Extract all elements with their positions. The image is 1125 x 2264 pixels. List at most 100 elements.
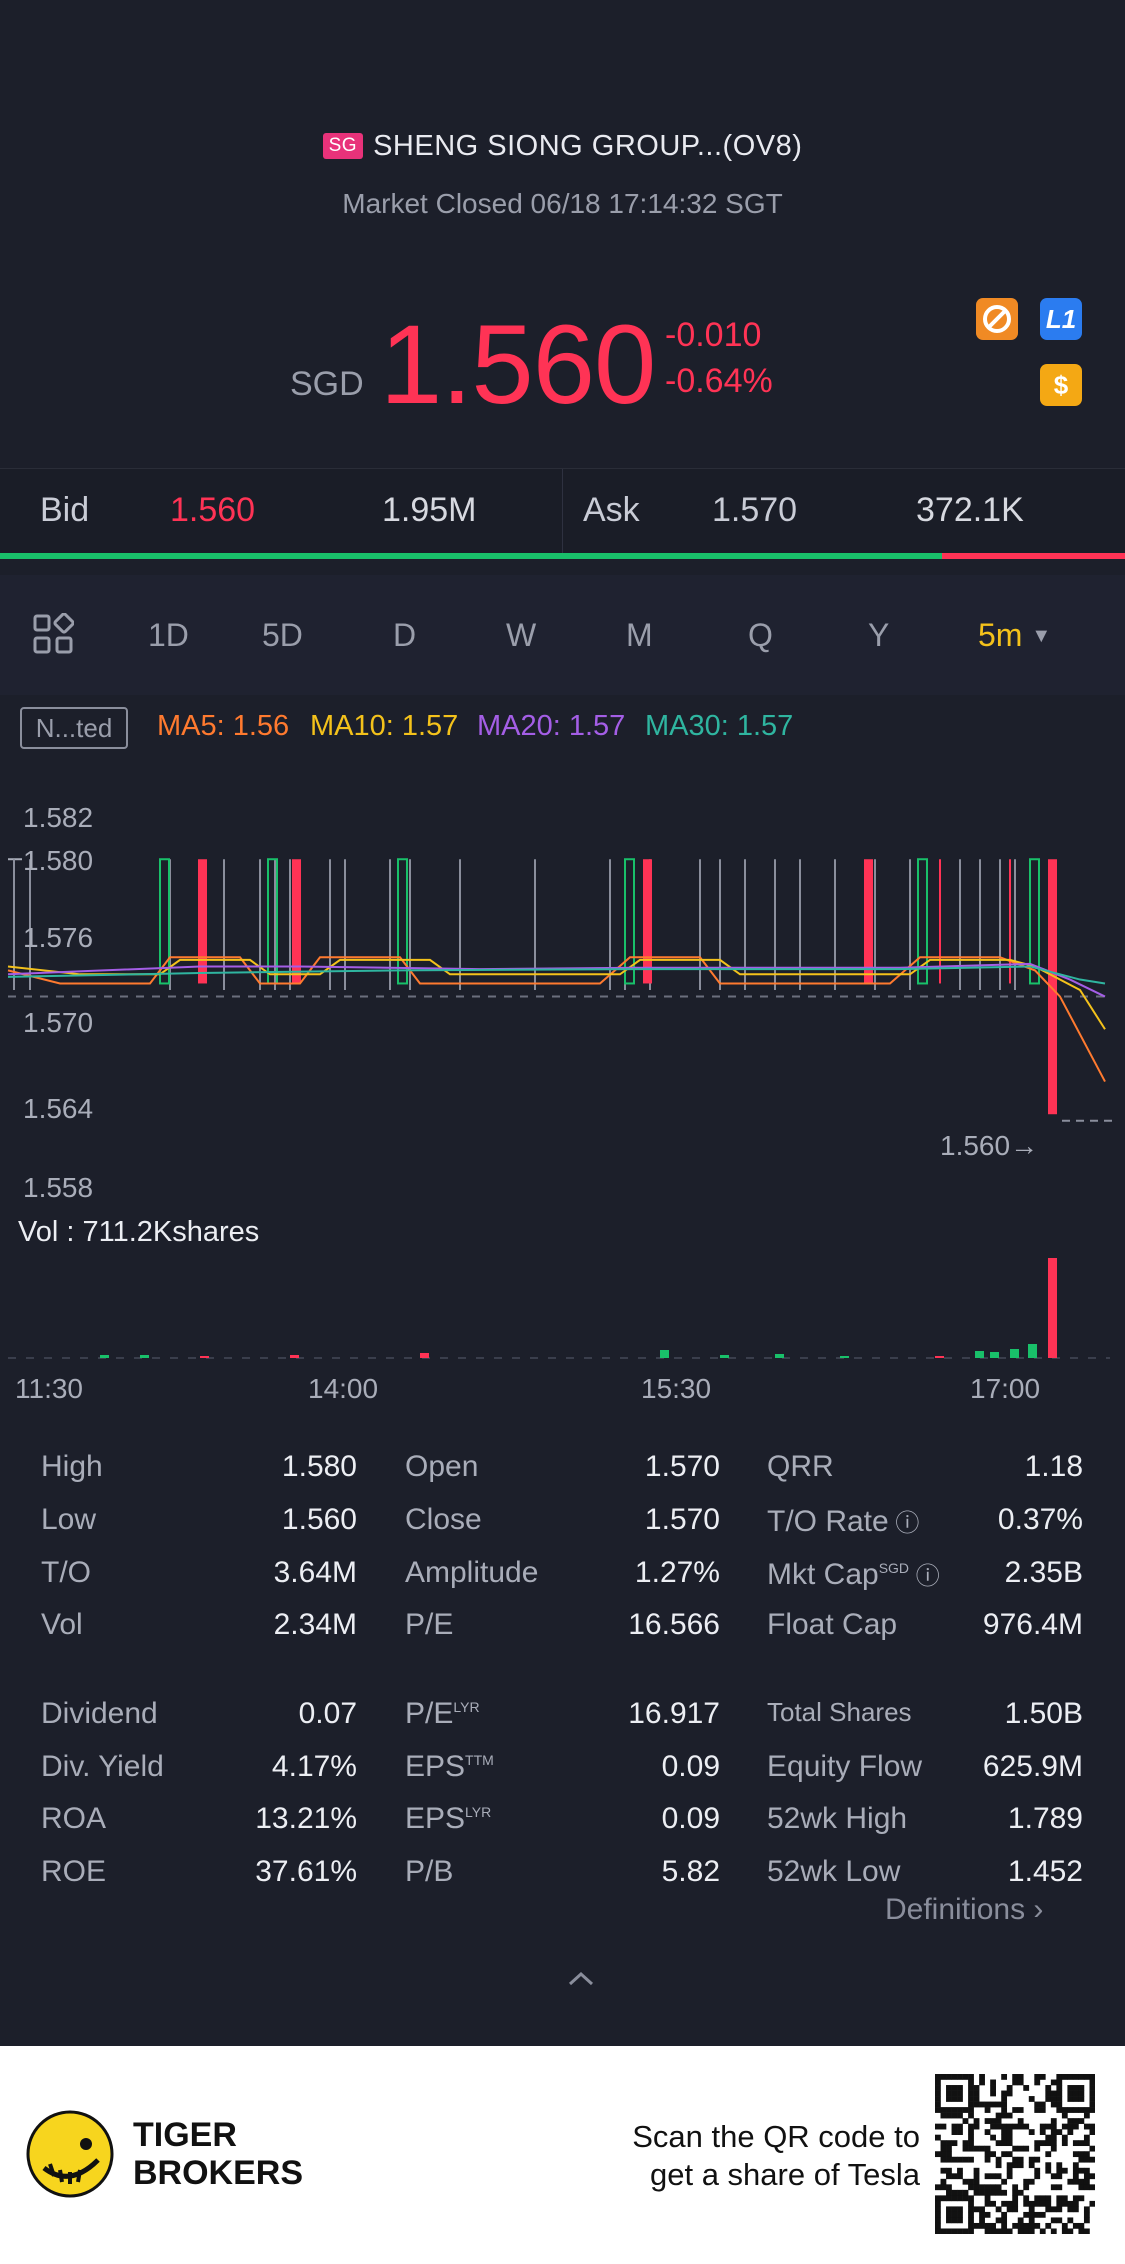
info-icon[interactable]: ⓘ	[909, 1563, 940, 1590]
qr-module	[1061, 2222, 1068, 2229]
qr-module	[1017, 2123, 1024, 2130]
qr-module	[940, 2167, 947, 2174]
stat-label: Float Cap	[767, 1608, 898, 1641]
qr-module	[962, 2118, 969, 2124]
no-short-icon[interactable]	[976, 298, 1018, 340]
qr-module	[1050, 2123, 1057, 2130]
qr-module	[973, 2123, 980, 2130]
qr-module	[1050, 2134, 1057, 2141]
candle-up	[1029, 858, 1040, 985]
qr-module	[1045, 2096, 1052, 2102]
qr-module	[973, 2145, 980, 2152]
qr-module	[1006, 2162, 1013, 2169]
qr-module	[935, 2107, 941, 2113]
qr-module	[946, 2195, 952, 2202]
qr-module	[984, 2101, 991, 2108]
qr-module	[1001, 2090, 1008, 2097]
qr-module	[1001, 2129, 1008, 2135]
qr-module	[1061, 2140, 1068, 2147]
dollar-icon[interactable]: $	[1040, 364, 1082, 406]
qr-module	[1023, 2145, 1030, 2152]
stat-value: 0.09	[661, 1750, 720, 1783]
qr-module	[1089, 2079, 1095, 2086]
chevron-up-icon[interactable]	[566, 1968, 596, 1993]
qr-module	[1056, 2173, 1063, 2180]
tab-5m[interactable]: 5m ▼	[978, 617, 1051, 654]
qr-module	[995, 2162, 1002, 2169]
tab-week[interactable]: W	[506, 617, 537, 653]
qr-module	[946, 2211, 952, 2218]
qr-module	[940, 2140, 947, 2147]
qr-module	[1083, 2140, 1090, 2147]
indicator-button[interactable]: N...ted	[20, 707, 128, 749]
qr-module	[1001, 2211, 1008, 2218]
qr-module	[951, 2112, 958, 2119]
qr-module	[1050, 2096, 1057, 2102]
qr-module	[973, 2118, 980, 2124]
qr-module	[1089, 2184, 1095, 2191]
qr-module	[935, 2074, 941, 2080]
qr-module	[1039, 2140, 1046, 2147]
qr-module	[968, 2211, 974, 2218]
qr-module	[957, 2173, 963, 2180]
qr-module	[1045, 2222, 1052, 2229]
qr-module	[957, 2096, 963, 2102]
qr-module	[1001, 2140, 1008, 2147]
tab-5d[interactable]: 5D	[262, 617, 303, 653]
qr-module	[1067, 2228, 1074, 2234]
qr-module	[1034, 2156, 1041, 2163]
qr-module	[1072, 2206, 1079, 2213]
qr-module	[1050, 2173, 1057, 2180]
volume-bar-up	[100, 1355, 109, 1358]
y-tick: 1.580	[23, 845, 94, 876]
qr-code[interactable]	[935, 2074, 1095, 2234]
price-chart[interactable]	[0, 780, 1125, 1380]
stat-label: ROA	[41, 1802, 107, 1835]
orderbook-bar[interactable]: Bid 1.560 1.95M Ask 1.570 372.1K	[0, 468, 1125, 559]
qr-module	[1012, 2162, 1019, 2169]
qr-module	[1034, 2079, 1041, 2086]
qr-module	[1001, 2200, 1008, 2207]
x-tick: 14:00	[308, 1373, 379, 1404]
qr-module	[1089, 2096, 1095, 2102]
qr-module	[995, 2101, 1002, 2108]
qr-module	[935, 2079, 941, 2086]
qr-module	[990, 2134, 996, 2141]
qr-module	[1050, 2228, 1057, 2234]
info-icon[interactable]: ⓘ	[888, 1510, 920, 1537]
qr-module	[1078, 2228, 1085, 2234]
tab-day[interactable]: D	[393, 617, 417, 653]
qr-module	[1006, 2151, 1013, 2158]
definitions-link[interactable]: Definitions ›	[885, 1893, 1043, 1927]
stat-label: Dividend	[41, 1697, 158, 1730]
qr-module	[1006, 2085, 1013, 2091]
level1-icon[interactable]: L1	[1040, 298, 1082, 340]
qr-module	[984, 2129, 991, 2135]
tab-quarter[interactable]: Q	[748, 617, 773, 653]
stat-value: 1.789	[1007, 1802, 1083, 1835]
tab-month[interactable]: M	[626, 617, 653, 653]
qr-module	[1006, 2123, 1013, 2130]
qr-module	[1039, 2123, 1046, 2130]
volume-bar-up	[975, 1351, 984, 1358]
qr-module	[951, 2211, 958, 2218]
qr-module	[951, 2074, 958, 2080]
volume-bar-up	[140, 1355, 149, 1358]
qr-module	[990, 2118, 996, 2124]
qr-module	[946, 2156, 952, 2163]
ma30-line	[7, 965, 1106, 985]
qr-module	[951, 2090, 958, 2097]
qr-module	[1061, 2167, 1068, 2174]
qr-module	[962, 2140, 969, 2147]
qr-module	[1001, 2112, 1008, 2119]
qr-module	[935, 2200, 941, 2207]
price-change: -0.010 -0.64%	[665, 312, 773, 404]
qr-module	[1061, 2107, 1068, 2113]
stat-value: 1.570	[644, 1503, 720, 1536]
grid-layout-icon[interactable]	[32, 612, 75, 660]
qr-module	[1012, 2206, 1019, 2213]
tab-year[interactable]: Y	[868, 617, 890, 653]
qr-module	[995, 2228, 1002, 2234]
qr-module	[940, 2184, 947, 2191]
tab-1d[interactable]: 1D	[148, 617, 189, 653]
